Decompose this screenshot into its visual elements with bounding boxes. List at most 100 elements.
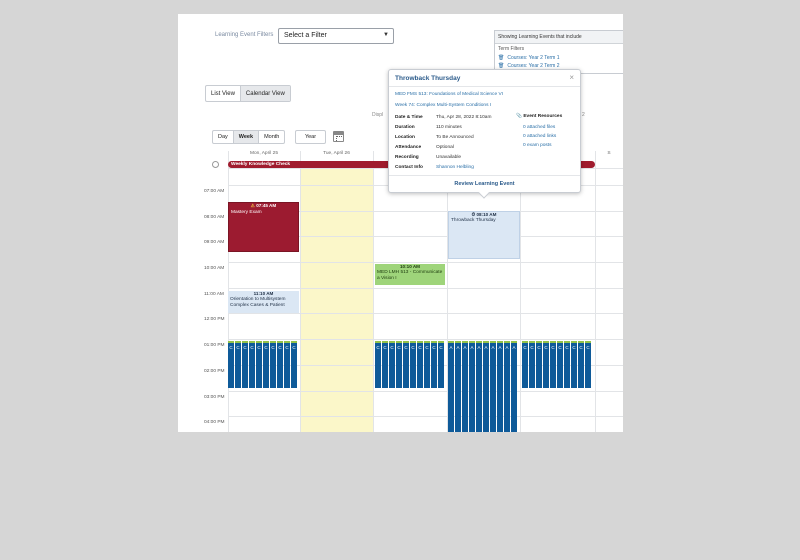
event-bar[interactable]: C: [564, 341, 570, 388]
calendar-icon[interactable]: [333, 131, 344, 142]
list-view-button[interactable]: List View: [211, 91, 235, 97]
event-bar[interactable]: C: [235, 341, 241, 388]
event-bar-label: C: [250, 345, 254, 350]
year-button[interactable]: Year: [295, 130, 326, 144]
event-bar-label: C: [544, 345, 548, 350]
event-bar-label: C: [418, 345, 422, 350]
event-bar[interactable]: C: [431, 341, 437, 388]
event-bar[interactable]: C: [375, 341, 381, 388]
event-popover: Throwback Thursday × MED FMS 513: Founda…: [388, 69, 581, 199]
hour-label: 09:00 AM: [204, 240, 225, 245]
event-bar[interactable]: C: [270, 341, 276, 388]
event-bar[interactable]: A: [511, 341, 517, 432]
event-bar-label: C: [432, 345, 436, 350]
resource-link-exams[interactable]: 0 exam posts: [523, 143, 552, 148]
event-bar[interactable]: C: [291, 341, 297, 388]
event-mastery-exam[interactable]: ⚠ 07:45 AM Mastery Exam: [228, 202, 299, 252]
event-bar[interactable]: C: [277, 341, 283, 388]
event-bar-label: C: [572, 345, 576, 350]
event-bar[interactable]: C: [557, 341, 563, 388]
event-title: Mastery Exam: [231, 210, 262, 215]
detail-label: Attendance: [395, 145, 422, 150]
filter-item[interactable]: 🗑 Courses: Year 2 Term 1: [498, 55, 560, 61]
event-bar[interactable]: C: [424, 341, 430, 388]
month-button[interactable]: Month: [258, 131, 284, 143]
paperclip-icon: 📎: [516, 114, 522, 119]
event-bar[interactable]: C: [585, 341, 591, 388]
event-time: 07:45 AM: [256, 203, 277, 208]
event-bar[interactable]: A: [504, 341, 510, 432]
event-bar[interactable]: C: [396, 341, 402, 388]
event-bar-label: C: [236, 345, 240, 350]
event-bar[interactable]: C: [438, 341, 444, 388]
calendar-view-button[interactable]: Calendar View: [239, 86, 290, 101]
event-bar-label: A: [505, 345, 509, 350]
event-bar[interactable]: C: [242, 341, 248, 388]
filter-select[interactable]: Select a Filter ▼: [278, 28, 394, 44]
event-bar-label: C: [411, 345, 415, 350]
detail-label: Date & Time: [395, 115, 423, 120]
event-bar-label: C: [383, 345, 387, 350]
event-bar[interactable]: A: [483, 341, 489, 432]
clock-icon: ⏱: [471, 212, 476, 217]
review-learning-event-button[interactable]: Review Learning Event: [454, 181, 515, 187]
event-bar[interactable]: C: [571, 341, 577, 388]
display-note: Displ: [372, 112, 384, 118]
day-button[interactable]: Day: [218, 134, 228, 140]
event-title: MED LMH 513 - Communicate a Vision I: [377, 270, 443, 281]
event-bar[interactable]: A: [448, 341, 454, 432]
event-bar[interactable]: C: [389, 341, 395, 388]
event-bar[interactable]: A: [497, 341, 503, 432]
day-header[interactable]: Tue, April 26: [323, 151, 350, 156]
trash-icon[interactable]: 🗑: [498, 63, 505, 69]
event-med-lmh-513[interactable]: 10:10 AM MED LMH 513 - Communicate a Vis…: [375, 264, 445, 285]
event-bar[interactable]: C: [249, 341, 255, 388]
event-bar[interactable]: C: [382, 341, 388, 388]
event-bar-label: C: [229, 345, 233, 350]
event-bar-label: C: [523, 345, 527, 350]
event-bar-label: A: [463, 345, 467, 350]
event-bar[interactable]: A: [476, 341, 482, 432]
week-button[interactable]: Week: [232, 131, 259, 143]
event-bar[interactable]: A: [490, 341, 496, 432]
event-bar-label: C: [425, 345, 429, 350]
event-bar-label: A: [498, 345, 502, 350]
event-bar[interactable]: C: [410, 341, 416, 388]
event-bar[interactable]: A: [462, 341, 468, 432]
event-bar-label: C: [579, 345, 583, 350]
event-bar-label: A: [484, 345, 488, 350]
day-header[interactable]: S: [607, 151, 611, 156]
event-bar[interactable]: C: [403, 341, 409, 388]
week-link[interactable]: Week 74: Complex Multi-System Conditions…: [395, 103, 492, 108]
event-orientation[interactable]: 11:10 AM Orientation to Multisystem Comp…: [228, 291, 299, 313]
event-bar-label: C: [278, 345, 282, 350]
event-bar[interactable]: C: [529, 341, 535, 388]
trash-icon[interactable]: 🗑: [498, 55, 505, 61]
event-bar[interactable]: C: [417, 341, 423, 388]
event-bar-label: C: [565, 345, 569, 350]
event-throwback-thursday[interactable]: ⏱ 08:10 AM Throwback Thursday: [448, 211, 520, 259]
event-bar[interactable]: C: [284, 341, 290, 388]
event-bar[interactable]: C: [263, 341, 269, 388]
event-bar[interactable]: A: [469, 341, 475, 432]
course-link[interactable]: MED FMS 513: Foundations of Medical Scie…: [395, 92, 503, 97]
detail-label: Recording: [395, 155, 419, 160]
event-bar[interactable]: C: [256, 341, 262, 388]
event-bar[interactable]: C: [228, 341, 234, 388]
hour-label: 07:00 AM: [204, 189, 225, 194]
event-bar[interactable]: C: [578, 341, 584, 388]
event-bar[interactable]: C: [550, 341, 556, 388]
contact-link[interactable]: Shannon Helbling: [436, 165, 474, 170]
resource-link-files[interactable]: 0 attached files: [523, 125, 556, 130]
event-bar[interactable]: A: [455, 341, 461, 432]
resource-link-links[interactable]: 0 attached links: [523, 134, 557, 139]
showing-subheader: Term Filters: [498, 46, 525, 52]
detail-label: Location: [395, 135, 415, 140]
day-header[interactable]: Mon, April 25: [250, 151, 278, 156]
event-bar[interactable]: C: [522, 341, 528, 388]
event-bar[interactable]: C: [543, 341, 549, 388]
event-bar[interactable]: C: [536, 341, 542, 388]
close-icon[interactable]: ×: [569, 73, 574, 82]
filter-item[interactable]: 🗑 Courses: Year 2 Term 2: [498, 63, 560, 69]
